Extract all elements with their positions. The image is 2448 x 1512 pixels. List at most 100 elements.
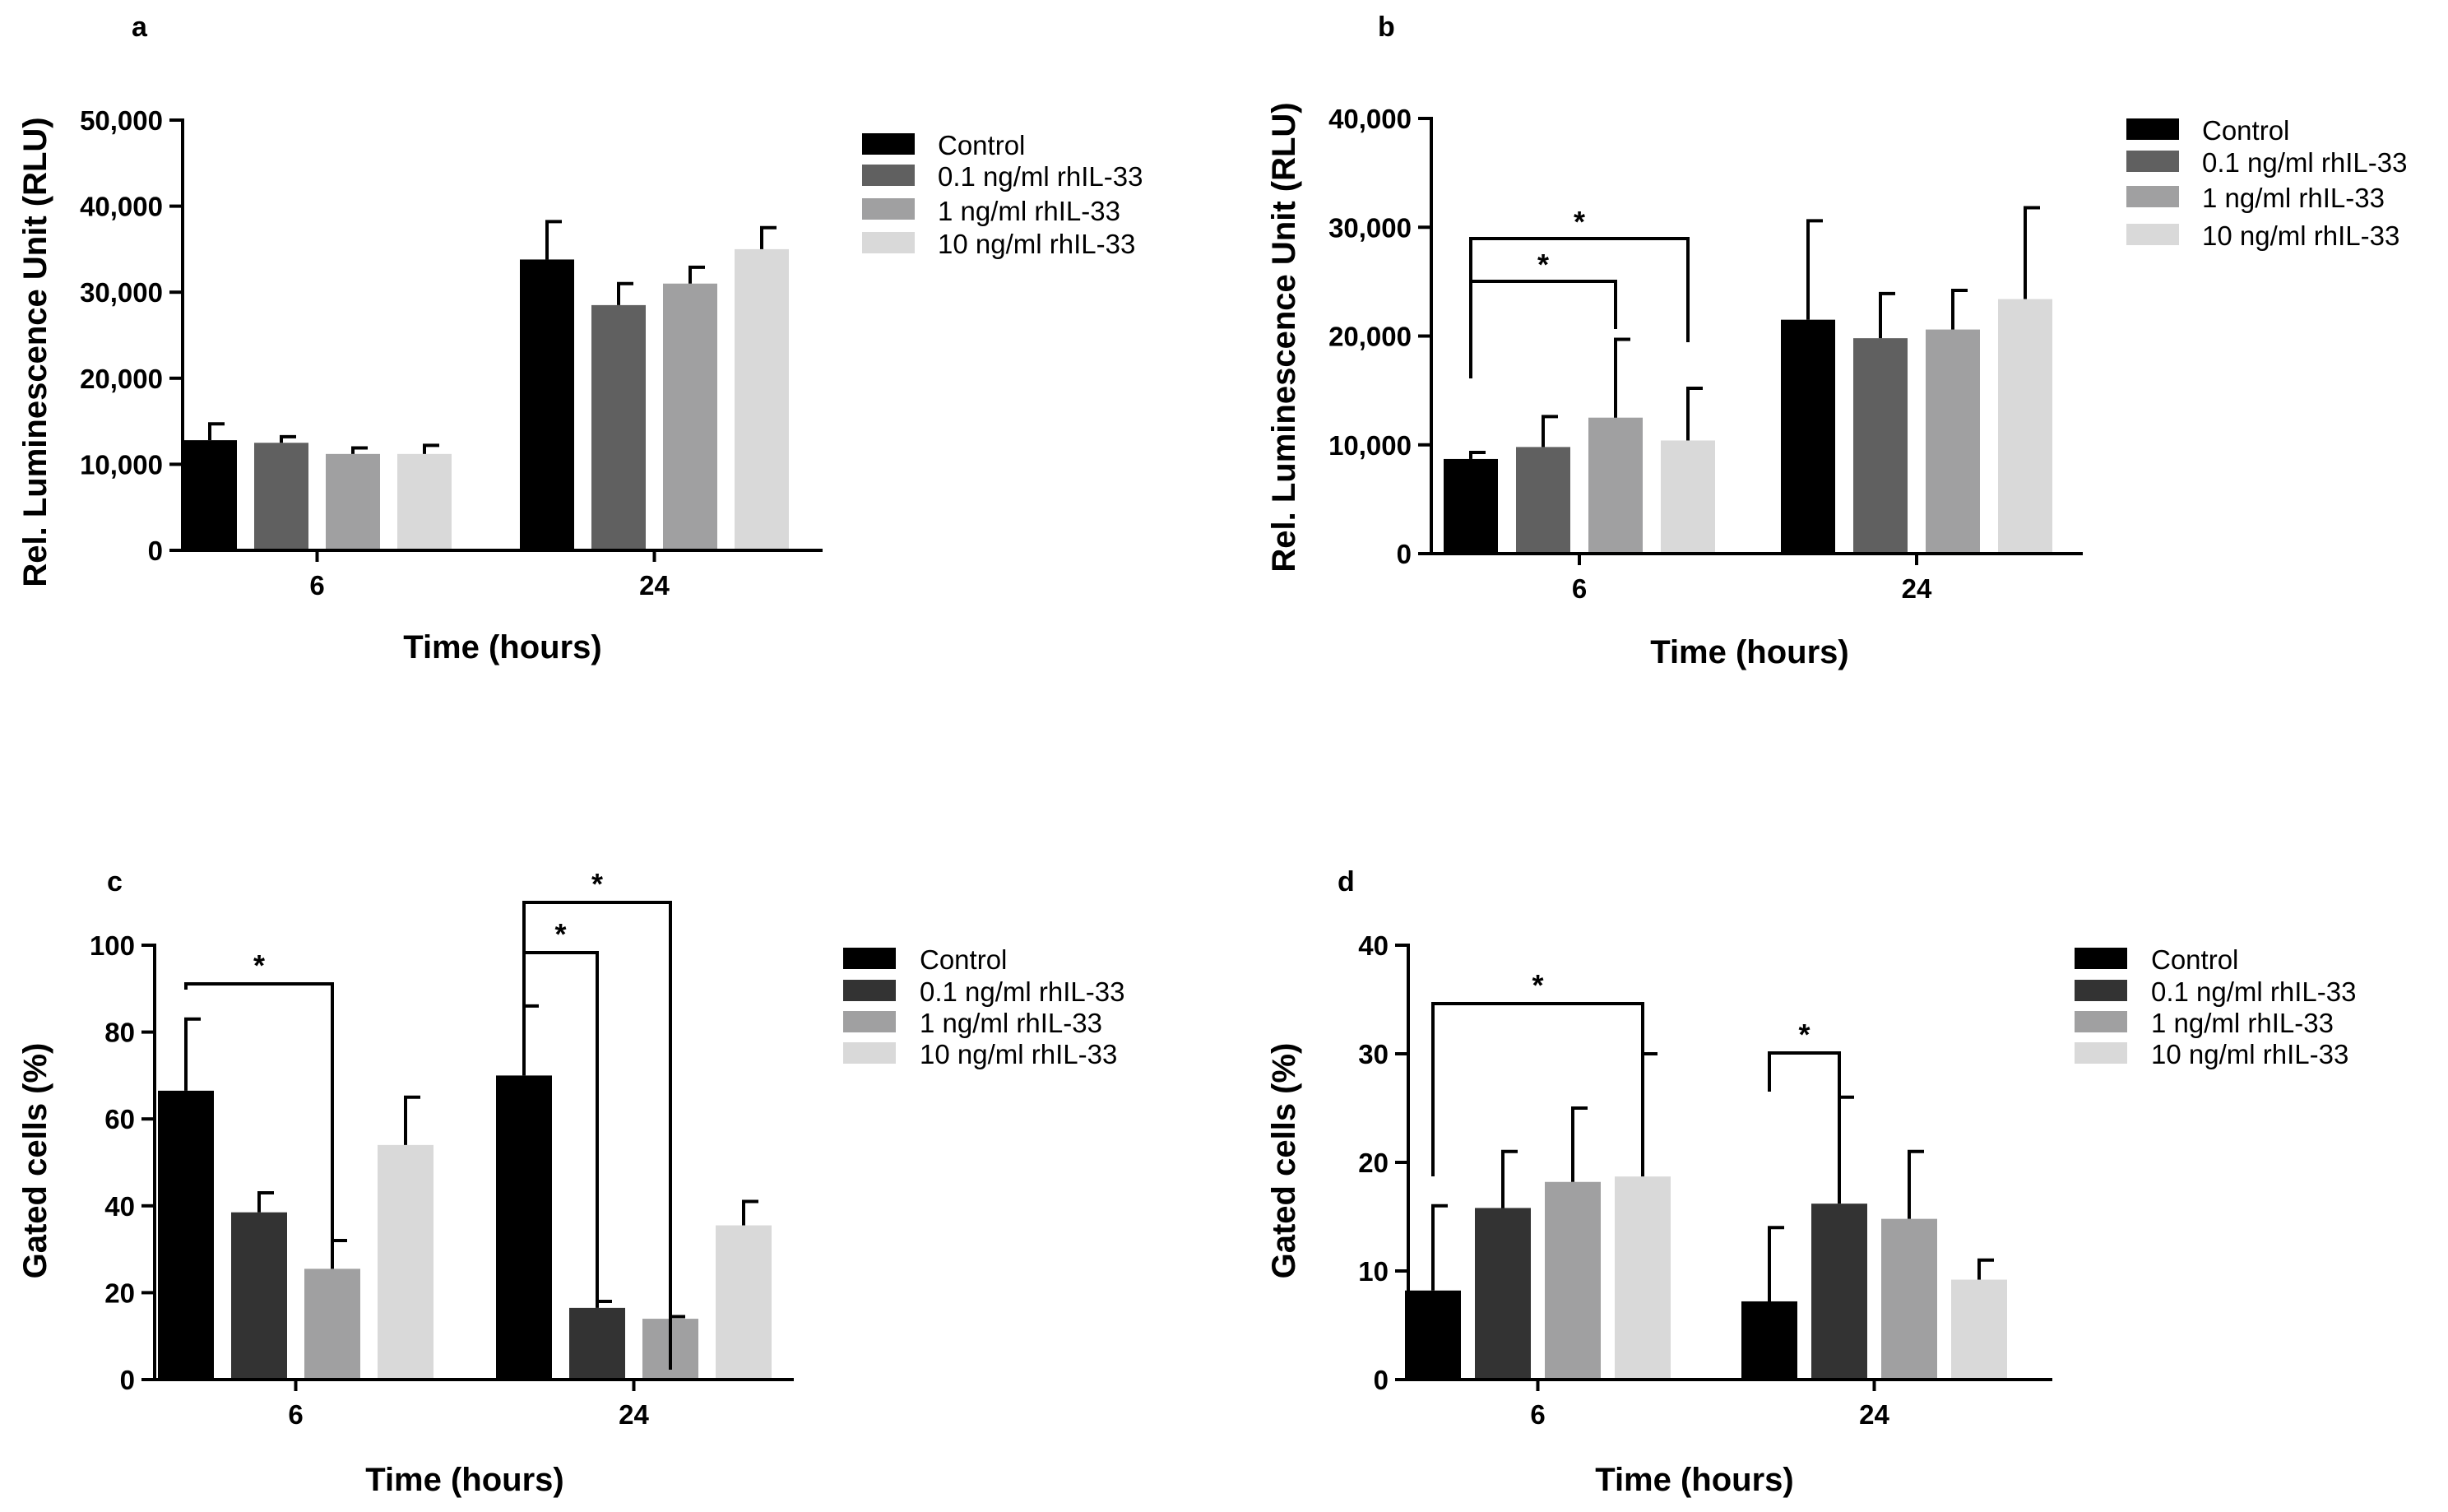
x-axis-label: Time (hours) (365, 1462, 564, 1498)
bar (304, 1269, 360, 1380)
y-tick-label: 10,000 (80, 449, 163, 480)
bar (1811, 1204, 1867, 1380)
y-tick-label: 0 (1397, 539, 1412, 569)
bar (591, 304, 646, 550)
legend-label-10: 10 ng/ml rhIL-33 (938, 229, 1135, 259)
y-tick-label: 60 (104, 1104, 135, 1134)
legend-swatch-1 (2075, 1011, 2127, 1032)
y-tick-label: 20,000 (1328, 322, 1412, 352)
y-tick-label: 40 (1358, 930, 1389, 961)
bar (183, 440, 237, 550)
legend-swatch-control (843, 948, 896, 969)
bar (1615, 1176, 1671, 1380)
y-tick-label: 20,000 (80, 364, 163, 394)
x-axis-label: Time (hours) (1650, 634, 1849, 670)
y-tick-label: 30,000 (80, 277, 163, 308)
legend-swatch-10 (862, 232, 915, 253)
legend-swatch-1 (843, 1011, 896, 1032)
legend-label-control: Control (938, 130, 1025, 160)
bar (496, 1075, 552, 1380)
y-axis-label: Gated cells (%) (1266, 1043, 1302, 1279)
y-tick-label: 0 (1374, 1365, 1389, 1395)
panel-label: b (1378, 12, 1395, 43)
legend-swatch-control (2075, 948, 2127, 969)
y-tick-label: 10 (1358, 1256, 1389, 1287)
y-axis-label: Rel. Luminescence Unit (RLU) (17, 117, 53, 587)
y-tick-label: 20 (104, 1278, 135, 1308)
x-tick-label: 6 (309, 570, 324, 601)
significance-bracket (1768, 1051, 1841, 1125)
bar (569, 1307, 625, 1380)
bar (735, 248, 789, 550)
legend-label-1: 1 ng/ml rhIL-33 (920, 1008, 1102, 1038)
panel-d: d Gated cells (%) Time (hours) Control 0… (1266, 866, 2356, 1498)
legend-label-0.1: 0.1 ng/ml rhIL-33 (2151, 976, 2356, 1007)
bar (1926, 329, 1980, 554)
panel-label: a (132, 12, 148, 43)
panel-label: c (107, 866, 123, 897)
significance-bracket (1469, 237, 1690, 378)
bar (254, 443, 308, 550)
x-tick-label: 24 (1859, 1399, 1889, 1430)
legend-swatch-1 (2126, 186, 2179, 207)
significance-star: * (1574, 205, 1585, 239)
legend: Control 0.1 ng/ml rhIL-33 1 ng/ml rhIL-3… (2126, 115, 2407, 251)
significance-bracket (522, 901, 672, 1370)
y-tick-label: 0 (120, 1365, 135, 1395)
legend-swatch-1 (862, 198, 915, 220)
x-tick-label: 6 (1530, 1399, 1545, 1430)
bar (158, 1090, 214, 1380)
legend: Control 0.1 ng/ml rhIL-33 1 ng/ml rhIL-3… (2075, 944, 2356, 1069)
bar (663, 283, 717, 550)
y-tick-label: 0 (148, 536, 163, 566)
y-tick-label: 30,000 (1328, 212, 1412, 243)
legend-label-control: Control (2151, 944, 2238, 975)
bar (520, 259, 574, 550)
legend-swatch-control (2126, 118, 2179, 140)
legend-swatch-0.1 (2126, 151, 2179, 172)
legend-swatch-control (862, 133, 915, 155)
legend-label-0.1: 0.1 ng/ml rhIL-33 (938, 161, 1143, 192)
panel-a: a Rel. Luminescence Unit (RLU) Time (hou… (17, 12, 1143, 666)
significance-star: * (1537, 248, 1549, 281)
significance-star: * (1532, 968, 1543, 1002)
y-tick-label: 40,000 (80, 192, 163, 222)
y-tick-label: 40 (104, 1191, 135, 1222)
y-tick-label: 80 (104, 1018, 135, 1048)
bar (1881, 1218, 1937, 1380)
y-axis-label: Gated cells (%) (17, 1043, 53, 1279)
legend: Control 0.1 ng/ml rhIL-33 1 ng/ml rhIL-3… (843, 944, 1124, 1069)
panel-label: d (1338, 866, 1355, 897)
bar (716, 1225, 772, 1380)
legend-label-1: 1 ng/ml rhIL-33 (2202, 183, 2385, 213)
legend-swatch-0.1 (862, 165, 915, 186)
legend: Control 0.1 ng/ml rhIL-33 1 ng/ml rhIL-3… (862, 130, 1143, 259)
bar (1516, 447, 1570, 554)
bar (1588, 417, 1643, 554)
bar (1781, 319, 1835, 554)
legend-label-control: Control (920, 944, 1007, 975)
x-tick-label: 6 (1572, 573, 1587, 604)
bar (1444, 458, 1498, 554)
y-tick-label: 100 (90, 930, 135, 961)
legend-label-0.1: 0.1 ng/ml rhIL-33 (2202, 147, 2407, 178)
legend-label-10: 10 ng/ml rhIL-33 (2151, 1039, 2348, 1069)
legend-swatch-10 (2126, 224, 2179, 245)
bar (1661, 440, 1715, 554)
significance-star: * (591, 867, 603, 901)
bar (1853, 338, 1908, 554)
bar (1998, 299, 2052, 554)
x-axis-label: Time (hours) (1595, 1462, 1794, 1498)
legend-label-10: 10 ng/ml rhIL-33 (2202, 220, 2399, 251)
significance-bracket (184, 982, 334, 1242)
significance-bracket (1431, 1002, 1644, 1176)
panel-c: c Gated cells (%) Time (hours) Control 0… (17, 866, 1124, 1498)
y-tick-label: 50,000 (80, 105, 163, 136)
legend-label-1: 1 ng/ml rhIL-33 (938, 196, 1120, 226)
x-tick-label: 24 (639, 570, 670, 601)
bar (1475, 1208, 1531, 1380)
x-axis-label: Time (hours) (403, 629, 602, 666)
y-axis-label: Rel. Luminescence Unit (RLU) (1266, 102, 1302, 572)
bar (1405, 1290, 1461, 1380)
